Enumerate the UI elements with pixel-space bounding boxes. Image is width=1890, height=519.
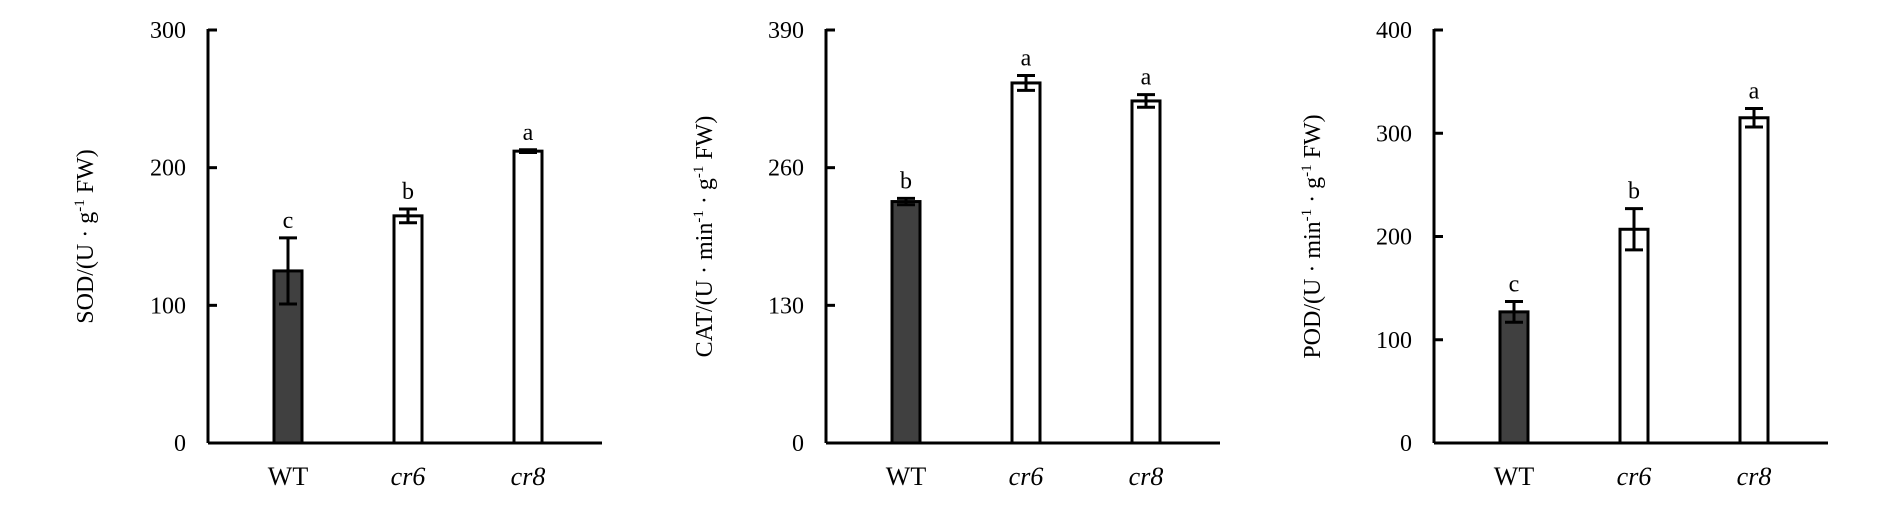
y-axis-label: POD/(U · min-1 · g-1 FW): [1299, 114, 1326, 358]
y-axis-label-part: · g: [1300, 177, 1326, 209]
y-axis-label-part: FW): [73, 149, 99, 199]
y-axis-label-superscript: -1: [72, 199, 88, 212]
y-axis-label: SOD/(U · g-1 FW): [72, 149, 99, 324]
bar-WT: [1498, 310, 1530, 445]
y-axis-label-part: POD/(U · min: [1300, 221, 1326, 358]
x-tick-label: cr6: [1009, 462, 1044, 491]
y-axis-label-superscript: -1: [1299, 209, 1315, 222]
y-axis-label: CAT/(U · min-1 · g-1 FW): [691, 116, 718, 358]
y-tick-label: 200: [150, 156, 186, 182]
significance-letter: c: [283, 208, 294, 234]
y-tick-label: 0: [792, 431, 804, 457]
x-tick-label: cr8: [511, 462, 546, 491]
y-tick-label: 300: [1376, 121, 1412, 147]
x-tick-label: cr8: [1129, 462, 1164, 491]
y-tick-label: 0: [174, 431, 186, 457]
y-tick-label: 200: [1376, 225, 1412, 251]
y-tick-label: 390: [768, 18, 804, 44]
y-tick-label: 260: [768, 156, 804, 182]
bar-cr6: [392, 214, 424, 445]
bar-WT: [890, 200, 922, 445]
y-tick-label: 300: [150, 18, 186, 44]
x-tick-label: cr6: [391, 462, 426, 491]
x-tick-label: cr8: [1737, 462, 1772, 491]
bar-cr8: [1738, 116, 1770, 445]
significance-letter: a: [1749, 78, 1760, 104]
significance-letter: b: [402, 179, 414, 205]
y-axis-label-superscript: -1: [1299, 164, 1315, 177]
y-axis-label-part: CAT/(U · min: [692, 223, 718, 358]
y-tick-label: 0: [1400, 431, 1412, 457]
y-tick-label: 400: [1376, 18, 1412, 44]
y-tick-label: 100: [150, 293, 186, 319]
significance-letter: b: [900, 168, 912, 194]
x-tick-label: WT: [268, 462, 309, 491]
y-tick-label: 100: [1376, 328, 1412, 354]
chart-panel-1: 0 100 200 300 SOD/(U · g-1 FW) c WT b cr6 a cr8: [72, 18, 602, 491]
y-axis-label-part: FW): [1300, 114, 1326, 164]
y-tick-label: 130: [768, 293, 804, 319]
significance-letter: a: [523, 120, 534, 146]
y-axis-label-superscript: -1: [691, 166, 707, 179]
significance-letter: a: [1021, 46, 1032, 72]
x-tick-label: cr6: [1617, 462, 1652, 491]
y-axis-label-part: · g: [692, 178, 718, 210]
significance-letter: b: [1628, 179, 1640, 205]
bar-cr8: [1130, 99, 1162, 445]
y-axis-label-part: SOD/(U · g: [73, 212, 99, 324]
significance-letter: a: [1141, 65, 1152, 91]
x-tick-label: WT: [1494, 462, 1535, 491]
y-axis-label-superscript: -1: [691, 210, 707, 223]
bar-cr8: [512, 149, 544, 445]
bar-cr6: [1010, 81, 1042, 445]
y-axis-label-part: FW): [692, 116, 718, 166]
significance-letter: c: [1509, 272, 1520, 298]
x-tick-label: WT: [886, 462, 927, 491]
bar-cr6: [1618, 227, 1650, 445]
